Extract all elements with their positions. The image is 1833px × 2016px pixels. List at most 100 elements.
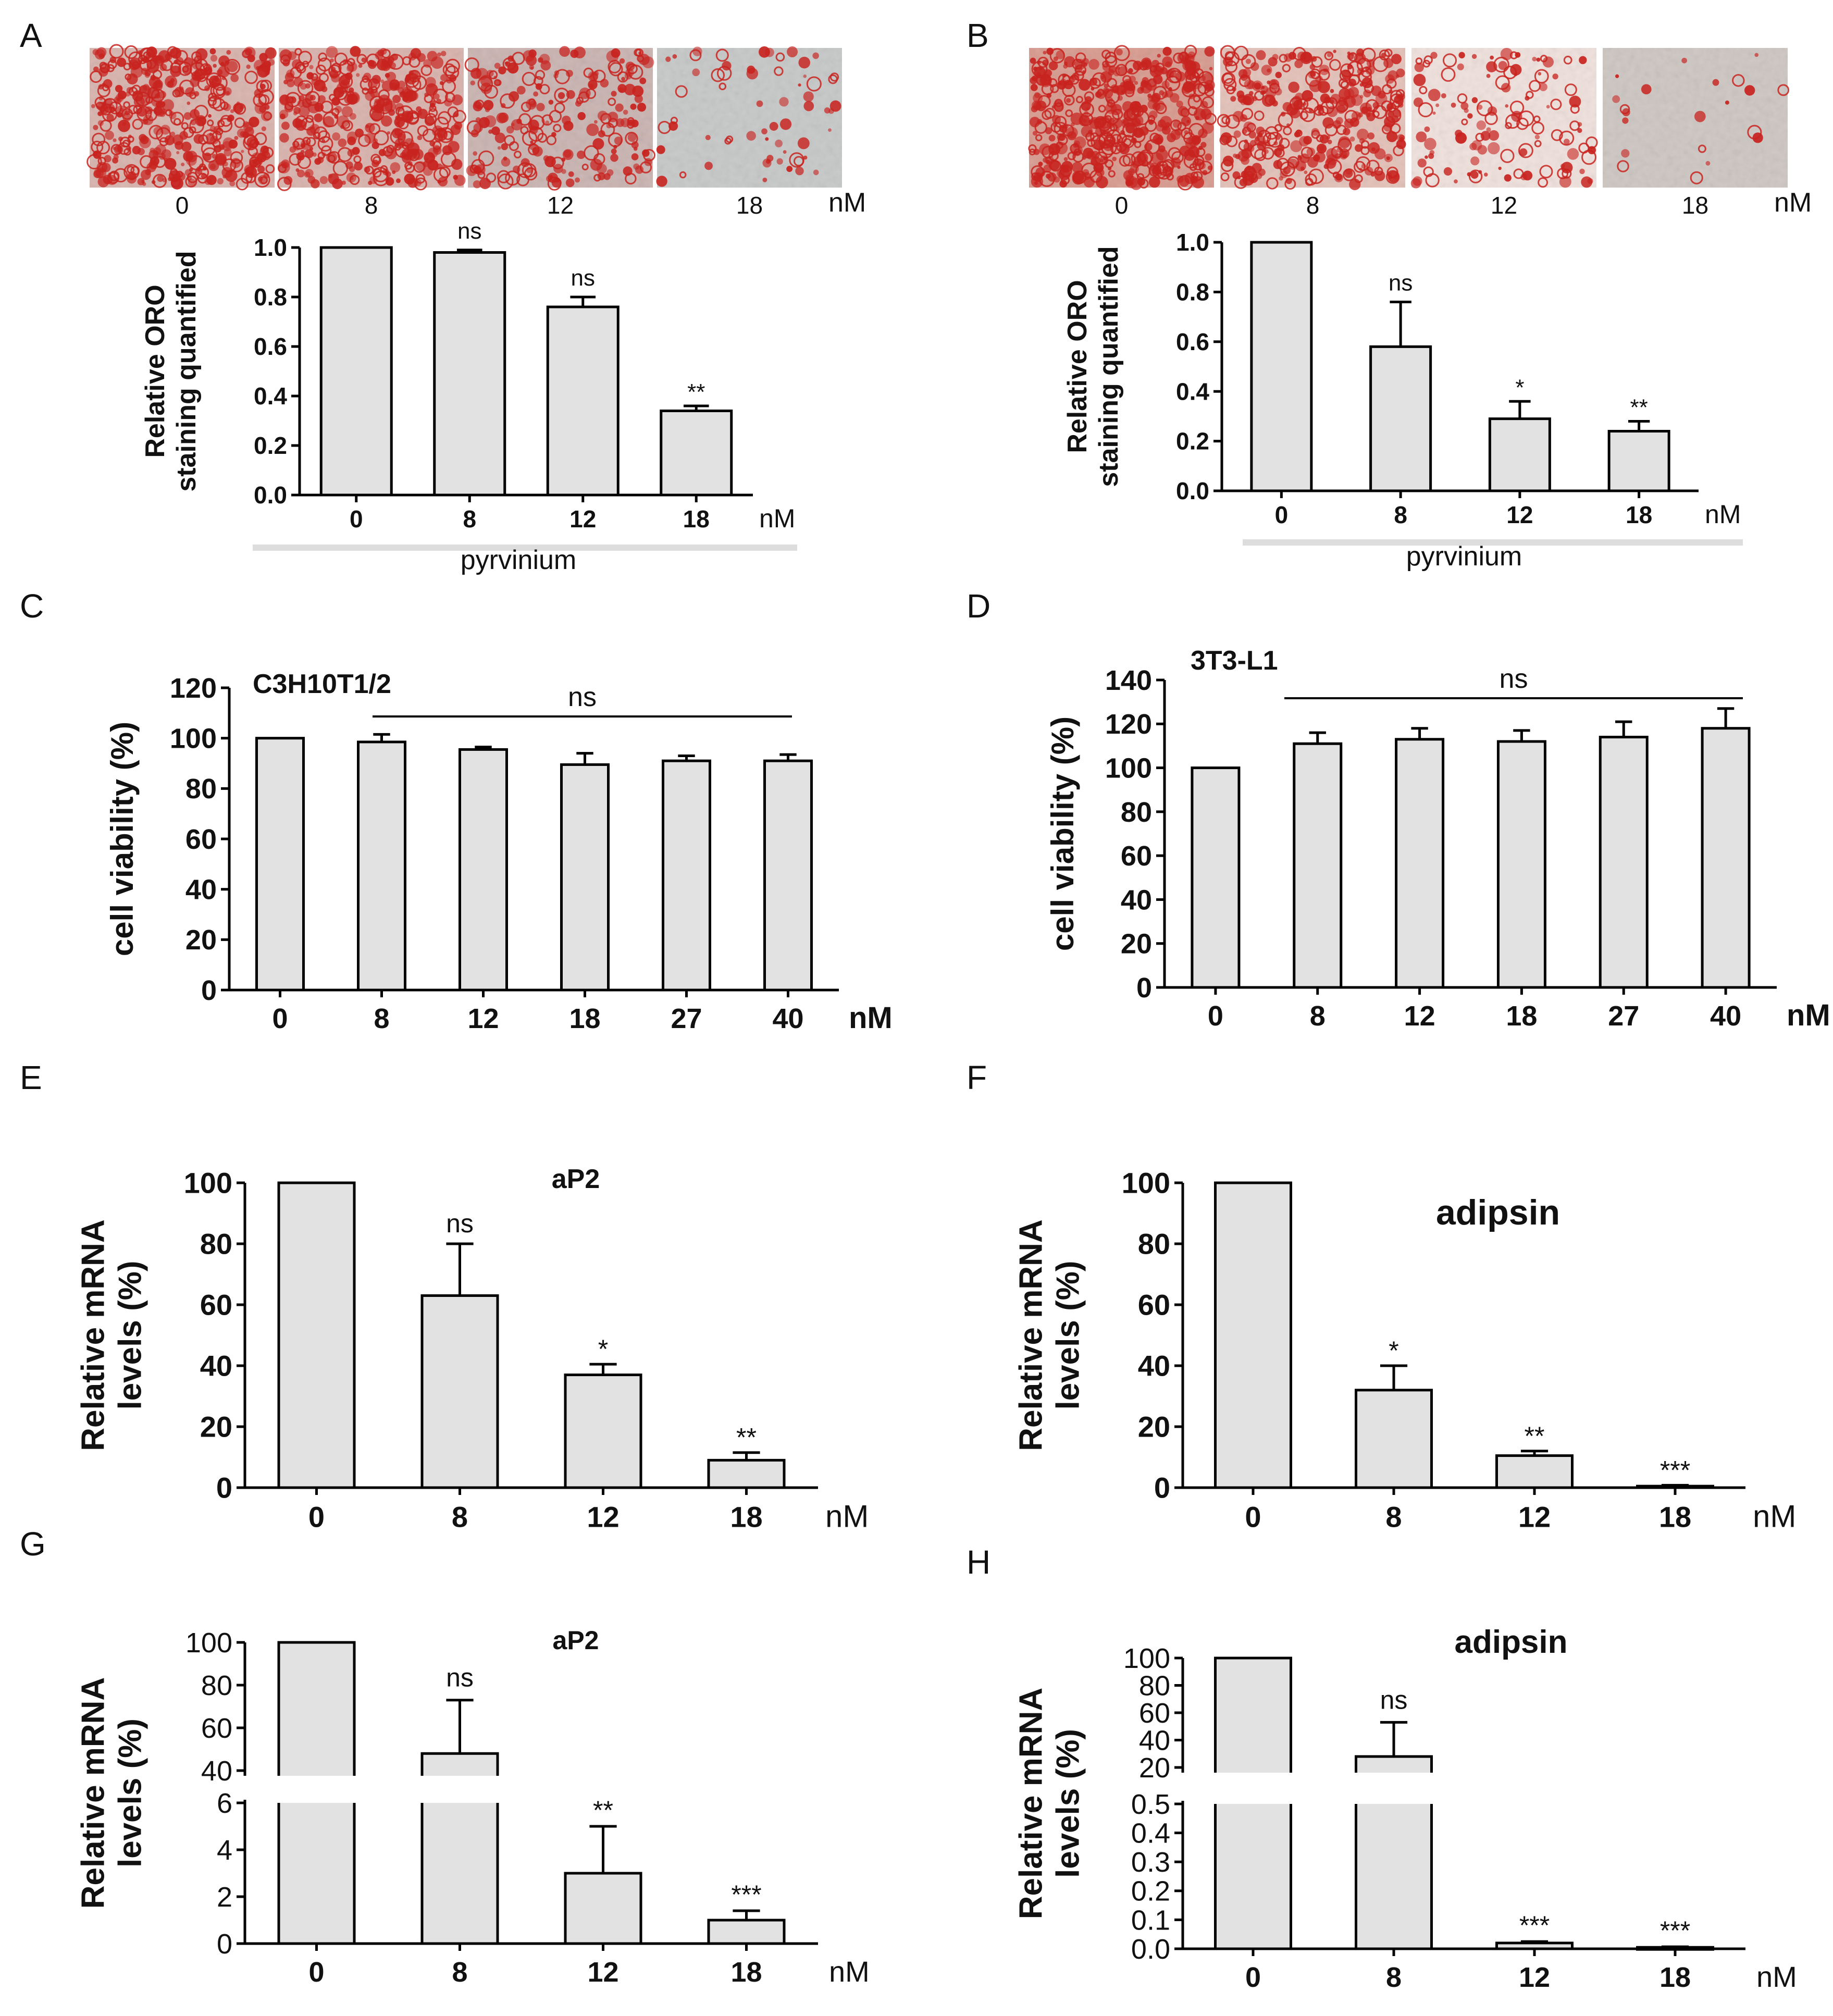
y-tick-label: 0	[201, 975, 217, 1006]
lipid-droplet	[1467, 113, 1473, 119]
lipid-droplet	[298, 51, 312, 65]
lipid-droplet	[574, 46, 586, 59]
bar	[1488, 417, 1551, 492]
lipid-droplet	[1290, 140, 1303, 153]
lipid-droplet	[1560, 164, 1565, 168]
chart-g: 0 8 ns 12 ** 18 *** 40 60 80 100 0 2 4 6 nM Relative mRN…	[75, 1626, 869, 1988]
bar	[279, 1803, 354, 1944]
lipid-droplet	[365, 122, 375, 133]
lipid-droplet	[486, 172, 497, 183]
lipid-droplet	[374, 130, 389, 146]
lipid-droplet	[1205, 153, 1212, 161]
lipid-droplet	[454, 175, 466, 186]
lipid-droplet	[1199, 160, 1213, 175]
lipid-droplet	[797, 137, 810, 150]
lipid-droplet	[209, 132, 213, 136]
lipid-droplet	[1747, 125, 1762, 140]
lipid-droplet	[1301, 107, 1316, 122]
lipid-droplet	[1274, 147, 1285, 158]
lipid-droplet	[292, 118, 303, 128]
lipid-droplet	[504, 61, 508, 65]
lipid-droplet	[93, 66, 99, 72]
lipid-droplet	[314, 113, 323, 122]
lipid-droplet	[400, 91, 406, 96]
lipid-droplet	[109, 44, 124, 59]
lipid-droplet	[254, 132, 267, 145]
lipid-droplet	[445, 58, 460, 73]
lipid-droplet	[298, 105, 310, 117]
lipid-droplet	[127, 166, 135, 174]
lipid-droplet	[562, 115, 571, 125]
lipid-droplet	[598, 130, 605, 138]
lipid-droplet	[148, 87, 160, 99]
lipid-droplet	[1395, 89, 1405, 98]
lipid-droplet	[1615, 74, 1619, 78]
lipid-droplet	[1049, 160, 1061, 172]
lipid-droplet	[1305, 178, 1314, 186]
lipid-droplet	[1125, 123, 1135, 134]
lipid-droplet	[1046, 47, 1054, 55]
lipid-droplet	[92, 132, 106, 146]
lipid-droplet	[127, 135, 134, 143]
lipid-droplet	[1279, 176, 1283, 181]
lipid-droplet	[533, 91, 539, 97]
lipid-droplet	[1705, 160, 1711, 166]
lipid-droplet	[257, 165, 265, 173]
x-unit-label: nM	[849, 1001, 893, 1035]
y-tick-label: 0	[1136, 972, 1152, 1004]
lipid-droplet	[1488, 142, 1500, 155]
lipid-droplet	[417, 125, 429, 137]
lipid-droplet	[786, 166, 793, 172]
lipid-droplet	[488, 129, 493, 134]
lipid-droplet	[1162, 46, 1172, 56]
significance-label: ns	[1389, 270, 1413, 295]
lipid-droplet	[1181, 116, 1192, 127]
lipid-droplet	[1116, 48, 1123, 56]
lipid-droplet	[1274, 88, 1282, 96]
y-tick-label: 40	[185, 874, 217, 906]
lipid-droplet	[1622, 117, 1629, 124]
lipid-droplet	[597, 110, 608, 121]
lipid-droplet	[436, 163, 442, 169]
lipid-droplet	[1070, 112, 1083, 125]
lipid-droplet	[1096, 176, 1108, 189]
lipid-droplet	[1310, 71, 1316, 77]
lipid-droplet	[398, 131, 413, 147]
lipid-droplet	[221, 167, 233, 178]
lipid-droplet	[765, 137, 769, 141]
lipid-droplet	[1375, 93, 1388, 105]
lipid-droplet	[479, 177, 491, 189]
bar	[420, 1294, 499, 1489]
lipid-droplet	[1267, 80, 1271, 84]
lipid-droplet	[1250, 62, 1259, 71]
lipid-droplet	[1194, 136, 1200, 142]
bar	[1495, 1454, 1574, 1489]
lipid-droplet	[395, 178, 401, 183]
lipid-droplet	[428, 108, 438, 118]
lipid-droplet	[665, 56, 671, 62]
lipid-droplet	[1098, 105, 1106, 113]
lipid-droplet	[1641, 84, 1652, 95]
lipid-droplet	[543, 155, 550, 162]
lipid-droplet	[1031, 61, 1048, 77]
lipid-droplet	[1534, 134, 1540, 140]
lipid-droplet	[1035, 134, 1043, 142]
lipid-droplet	[806, 76, 822, 92]
lipid-droplet	[1347, 53, 1354, 60]
lipid-droplet	[113, 138, 117, 142]
lipid-droplet	[528, 49, 537, 58]
micrograph-unit-label: nM	[828, 188, 866, 218]
lipid-droplet	[1202, 72, 1213, 83]
bar	[1191, 766, 1241, 989]
lipid-droplet	[1221, 72, 1236, 86]
lipid-droplet	[597, 172, 605, 180]
lipid-droplet	[566, 90, 575, 99]
lipid-droplet	[522, 71, 536, 86]
lipid-droplet	[1581, 176, 1593, 188]
lipid-droplet	[1413, 73, 1426, 86]
lipid-droplet	[551, 132, 556, 137]
lipid-droplet	[244, 70, 258, 84]
lipid-droplet	[656, 145, 665, 154]
lipid-droplet	[1086, 107, 1089, 110]
